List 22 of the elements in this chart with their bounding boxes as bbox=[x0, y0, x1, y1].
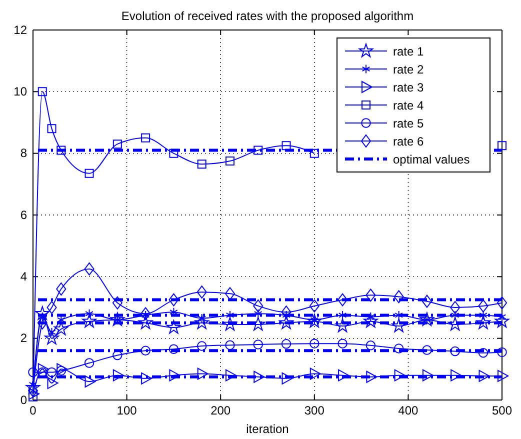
x-tick-label: 400 bbox=[398, 404, 419, 418]
x-tick-label: 300 bbox=[304, 404, 325, 418]
y-tick-label: 10 bbox=[14, 84, 28, 99]
legend-label: rate 2 bbox=[393, 62, 424, 76]
legend-label: rate 3 bbox=[393, 80, 424, 94]
legend-label: rate 1 bbox=[393, 44, 424, 58]
y-tick-label: 4 bbox=[20, 270, 28, 284]
x-tick-label: 500 bbox=[492, 404, 512, 418]
y-tick-label: 0 bbox=[20, 392, 28, 407]
ref-line-label: optimal values bbox=[393, 152, 470, 166]
x-tick-label: 100 bbox=[116, 404, 138, 418]
x-axis-title: iteration bbox=[246, 422, 289, 436]
legend-label: rate 6 bbox=[393, 134, 424, 148]
legend-label: rate 5 bbox=[393, 116, 424, 130]
legend-label: rate 4 bbox=[393, 98, 424, 112]
y-tick-label: 2 bbox=[20, 331, 28, 346]
y-tick-label: 8 bbox=[20, 146, 28, 160]
y-tick-label: 12 bbox=[14, 22, 28, 37]
x-tick-label: 200 bbox=[210, 404, 231, 418]
y-tick-label: 6 bbox=[20, 208, 28, 222]
chart-title: Evolution of received rates with the proposed algorithm bbox=[121, 9, 414, 23]
x-tick-label: 0 bbox=[30, 404, 37, 418]
